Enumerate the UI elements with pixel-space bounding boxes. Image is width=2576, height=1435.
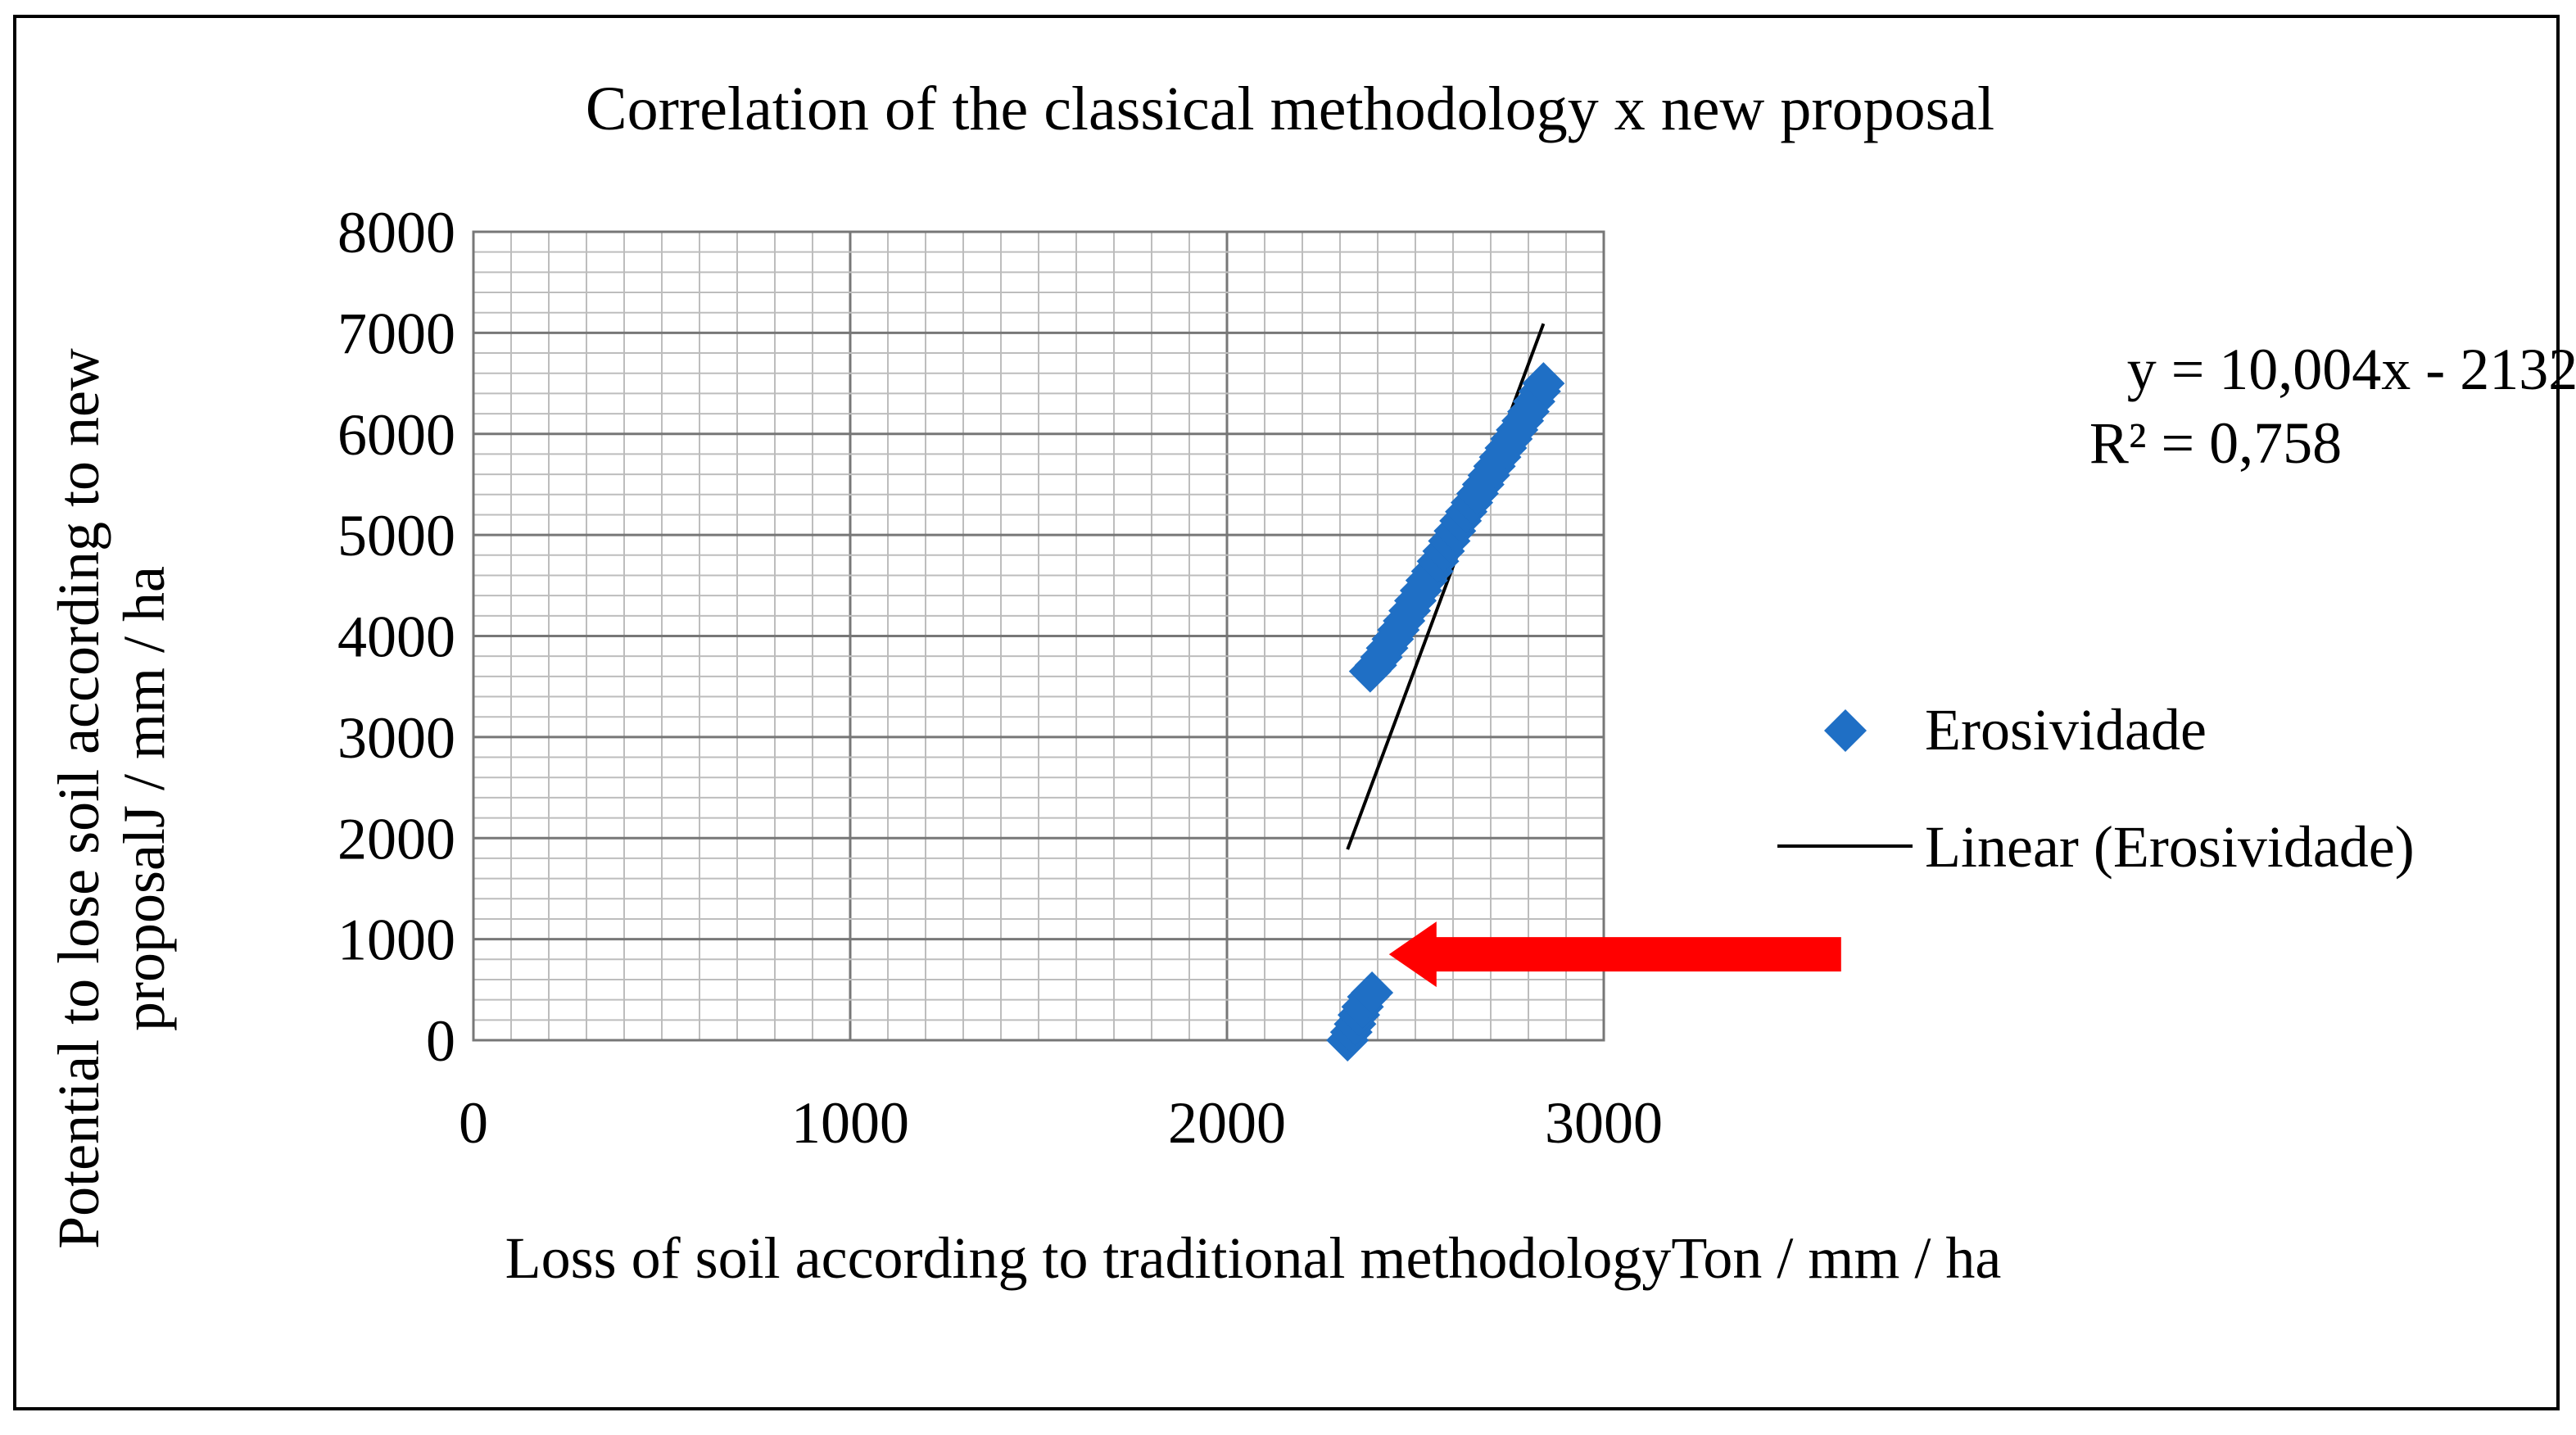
plot-area-border bbox=[472, 230, 1605, 1042]
data-point bbox=[1522, 362, 1565, 405]
x-axis-tick-labels: 0 1000 2000 3000 bbox=[459, 1090, 1663, 1156]
y-tick-label: 6000 bbox=[337, 402, 455, 468]
red-arrow-icon bbox=[1388, 921, 1841, 988]
legend-label-linear: Linear (Erosividade) bbox=[1925, 814, 2415, 880]
x-tick-label: 0 bbox=[459, 1090, 488, 1156]
trendline-r-squared: R² = 0,758 bbox=[2089, 410, 2342, 476]
y-tick-label: 4000 bbox=[337, 604, 455, 670]
legend-marker-diamond-icon bbox=[1824, 709, 1867, 752]
data-point bbox=[1351, 971, 1394, 1015]
chart-title: Correlation of the classical methodology… bbox=[586, 75, 1994, 143]
y-tick-label: 5000 bbox=[337, 503, 455, 568]
x-tick-label: 2000 bbox=[1168, 1090, 1286, 1156]
y-tick-label: 3000 bbox=[337, 705, 455, 771]
y-tick-label: 0 bbox=[426, 1008, 455, 1074]
x-axis-label: Loss of soil according to traditional me… bbox=[505, 1225, 2002, 1291]
x-tick-label: 3000 bbox=[1545, 1090, 1663, 1156]
data-points bbox=[1326, 362, 1565, 1062]
trendline-equation: y = 10,004x - 21321 bbox=[2127, 337, 2576, 402]
y-tick-label: 1000 bbox=[337, 908, 455, 973]
chart-border bbox=[13, 15, 2560, 1410]
y-tick-label: 7000 bbox=[337, 301, 455, 366]
y-axis-label-line-1: Potential to lose soil according to new bbox=[46, 348, 111, 1249]
y-axis-label: Potential to lose soil according to new … bbox=[46, 348, 177, 1249]
x-tick-label: 1000 bbox=[791, 1090, 909, 1156]
legend: Erosividade Linear (Erosividade) bbox=[1777, 697, 2415, 880]
y-axis-tick-labels: 0 1000 2000 3000 4000 5000 6000 7000 8000 bbox=[337, 200, 455, 1074]
plot-grid bbox=[472, 230, 1605, 1042]
y-tick-label: 8000 bbox=[337, 200, 455, 265]
y-tick-label: 2000 bbox=[337, 806, 455, 871]
annotation-arrow bbox=[1388, 921, 1841, 988]
y-axis-label-line-2: proposalJ / mm / ha bbox=[111, 566, 177, 1031]
legend-label-erosividade: Erosividade bbox=[1925, 697, 2207, 763]
